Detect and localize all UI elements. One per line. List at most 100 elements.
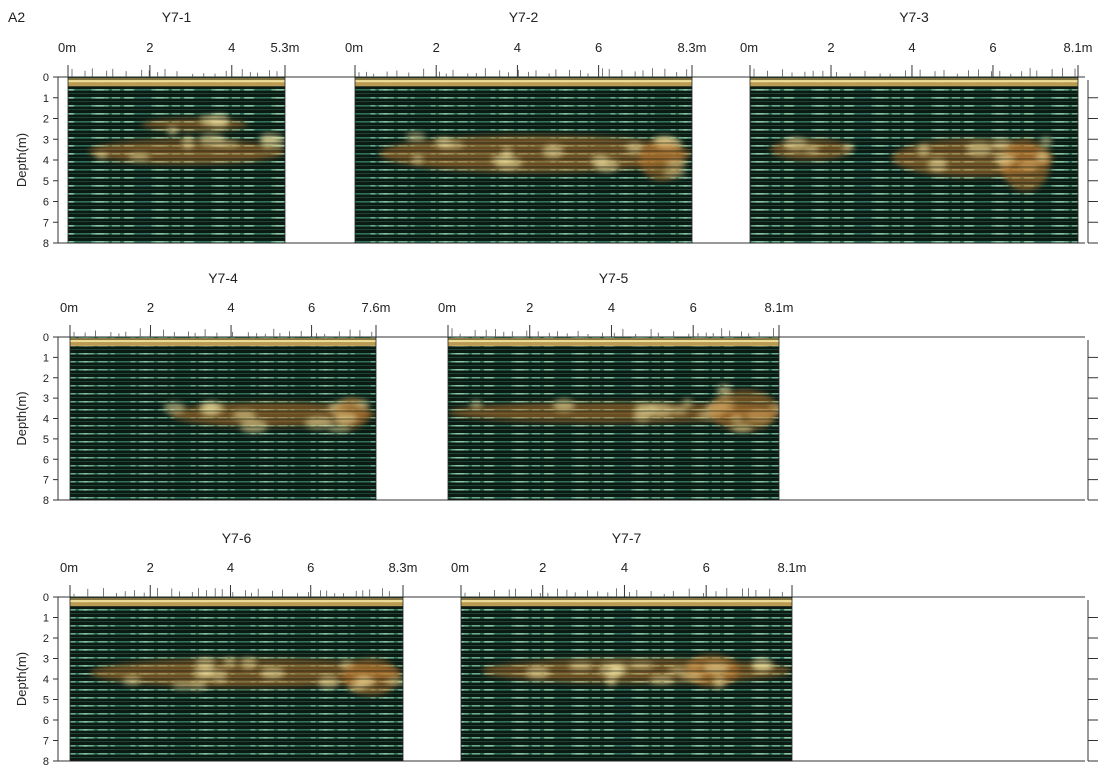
reflection-hotspot [199,401,218,415]
reflection-hotspot [634,403,657,413]
gpr-profile-y7-7: Y7-7 0m 2 4 6 8.1m [451,530,807,762]
distance-tick-label: 4 [908,40,915,55]
profile-title: Y7-5 [599,270,629,286]
distance-tick-label: 8.1m [778,560,807,575]
reflection-hotspot [304,417,333,429]
distance-tick-label: 0m [740,40,758,55]
distance-tick-label: 2 [147,300,154,315]
reflection-hotspot [189,681,208,690]
depth-tick-label: 8 [43,756,49,768]
depth-tick-label: 3 [43,654,49,666]
reflection-hotspot [730,414,743,422]
reflection-hotspot [753,662,775,670]
reflection-hotspot [605,674,618,687]
reflection-hotspot [649,676,675,685]
distance-tick-label: 0m [451,560,469,575]
profile-title: Y7-2 [509,9,539,25]
distance-tick-label: 8.1m [1064,40,1093,55]
reflection-hotspot [713,675,726,689]
depth-axis-label: Depth(m) [14,391,29,445]
gpr-profile-y7-2: Y7-2 0m 2 4 6 8.3m [345,9,707,244]
depth-tick-label: 1 [43,613,49,625]
profile-title: Y7-1 [162,9,192,25]
depth-tick-label: 5 [43,176,49,188]
distance-tick-label: 5.3m [271,40,300,55]
reflection-hotspot [181,136,195,150]
profile-title: Y7-7 [612,530,642,546]
depth-tick-label: 0 [43,332,49,344]
depth-tick-label: 3 [43,393,49,405]
depth-tick-label: 4 [43,674,49,686]
reflection-hotspot [95,152,108,160]
distance-tick-label: 4 [514,40,521,55]
distance-tick-label: 2 [526,300,533,315]
profile-row-2: Depth(m) 0 1 2 3 4 5 6 7 8 Y7-4 0m 2 4 6 7.6m Y7-5 0m 2 4 6 8… [14,270,1098,507]
reflection-hotspot [1039,137,1053,148]
distance-tick-label: 0m [60,300,78,315]
depth-tick-label: 7 [43,217,49,229]
reflection-hotspot [171,682,193,690]
reflection-hotspot [167,125,178,136]
distance-tick-label: 2 [147,560,154,575]
reflection-hotspot [783,137,808,152]
reflection-hotspot [1035,151,1050,163]
reflection-hotspot [211,676,228,683]
strong-reflection-zone [709,389,779,431]
surface-reflection-band [68,78,285,87]
surface-highlight [448,340,779,343]
reflection-hotspot [628,662,655,669]
reflection-hotspot [195,657,216,669]
distance-tick-label: 0m [345,40,363,55]
reflection-hotspot [437,140,464,149]
distance-tick-label: 8.3m [678,40,707,55]
panel-label: A2 [8,9,25,25]
reflection-hotspot [261,135,274,149]
reflection-hotspot [664,160,688,168]
surface-highlight [70,340,376,343]
reflection-hotspot [731,423,753,433]
surface-highlight [355,80,692,83]
distance-tick-label: 4 [621,560,628,575]
surface-reflection-band [461,598,792,607]
depth-tick-label: 8 [43,495,49,507]
profile-row-1: Depth(m) 0 1 2 3 4 5 6 7 8 Y7-1 0m 2 4 5.3m Y7-2 0m 2 4 6 8.… [14,9,1098,250]
distance-tick-label: 6 [703,560,710,575]
surface-highlight [750,80,1078,83]
depth-tick-label: 0 [43,592,49,604]
distance-tick-label: 4 [227,300,234,315]
radargram-frame [460,596,793,762]
reflection-hotspot [327,424,351,433]
distance-tick-label: 8.3m [389,560,418,575]
depth-tick-label: 6 [43,454,49,466]
distance-tick-label: 4 [608,300,615,315]
surface-reflection-band [355,78,692,87]
surface-reflection-band [448,338,779,347]
reflection-hotspot [993,153,1016,164]
depth-tick-label: 5 [43,434,49,446]
distance-tick-label: 2 [827,40,834,55]
reflection-hotspot [679,672,704,680]
gpr-profile-y7-5: Y7-5 0m 2 4 6 8.1m [438,270,794,501]
distance-tick-label: 0m [438,300,456,315]
radargram-frame [67,76,286,244]
radargram-frame [69,336,377,501]
profile-title: Y7-4 [208,270,238,286]
depth-tick-label: 1 [43,93,49,105]
reflection-hotspot [122,676,142,685]
reflection-hotspot [595,158,620,172]
reflection-hotspot [568,662,594,671]
reflection-hotspot [703,662,729,674]
depth-tick-label: 4 [43,155,49,167]
radargram-frame [749,76,1079,244]
reflection-hotspot [347,683,365,691]
depth-tick-label: 5 [43,695,49,707]
reflection-hotspot [612,663,629,676]
reflection-hotspot [652,135,674,145]
reflection-hotspot [542,144,564,159]
distance-tick-label: 8.1m [765,300,794,315]
depth-tick-label: 8 [43,238,49,250]
radargram-frame [354,76,693,244]
strong-reflection-zone [1001,139,1050,192]
reflection-hotspot [469,400,483,409]
profile-title: Y7-6 [222,530,252,546]
